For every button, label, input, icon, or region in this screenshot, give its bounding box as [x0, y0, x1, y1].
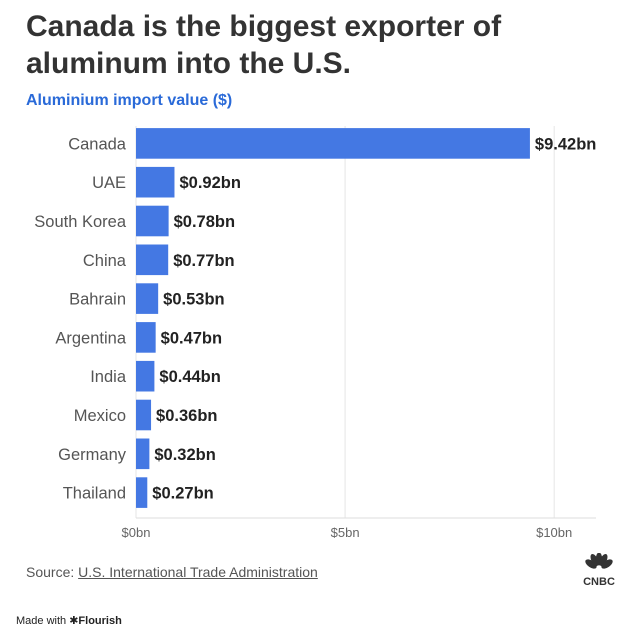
bar [136, 244, 169, 276]
bar [136, 205, 169, 237]
x-tick-label: $10bn [536, 525, 572, 538]
bar [136, 322, 156, 353]
bar-chart: Canada $9.42bn UAE $0.92bn South Korea $0.78b… [34, 126, 596, 538]
category-label: Germany [58, 446, 127, 464]
flourish-brand[interactable]: ✱Flourish [69, 615, 122, 627]
category-label: China [83, 252, 127, 270]
bar [136, 477, 148, 508]
data-label: $0.53bn [163, 291, 224, 309]
made-with-prefix: Made with [16, 615, 70, 627]
source-link[interactable]: U.S. International Trade Administration [78, 564, 318, 580]
chart-subtitle: Aluminium import value ($) [26, 92, 233, 109]
category-label: UAE [92, 174, 126, 192]
x-tick-label: $5bn [331, 525, 360, 538]
cnbc-logo: CNBC [579, 552, 619, 588]
x-axis: $0bn $5bn $10bn [122, 517, 596, 538]
category-label: Mexico [74, 407, 126, 425]
made-with-credit: Made with ✱Flourish [16, 614, 122, 627]
bar [136, 166, 175, 198]
category-label: India [90, 368, 127, 386]
data-label: $0.27bn [152, 485, 213, 503]
category-label: Canada [68, 135, 127, 153]
cnbc-logo-text: CNBC [583, 576, 615, 587]
source-note: Source: U.S. International Trade Adminis… [26, 564, 318, 580]
peacock-icon: CNBC [583, 552, 615, 588]
category-label: Argentina [55, 329, 126, 347]
bar [136, 438, 150, 470]
data-label: $0.44bn [159, 368, 220, 386]
bar [136, 399, 152, 431]
bar [136, 128, 530, 159]
chart-title: Canada is the biggest exporter of alumin… [26, 10, 502, 80]
category-label: South Korea [34, 213, 127, 231]
data-label: $0.78bn [174, 213, 235, 231]
labels-layer: Canada $9.42bn UAE $0.92bn South Korea $0.78b… [34, 135, 596, 502]
data-label: $0.36bn [156, 407, 217, 425]
data-label: $0.32bn [154, 446, 215, 464]
x-tick-label: $0bn [122, 525, 151, 538]
category-label: Bahrain [69, 291, 126, 309]
bar [136, 360, 155, 392]
category-label: Thailand [63, 485, 126, 503]
source-prefix: Source: [26, 564, 79, 580]
bars-layer [136, 128, 530, 508]
data-label: $9.42bn [535, 135, 596, 153]
bar [136, 283, 159, 314]
data-label: $0.47bn [161, 329, 222, 347]
data-label: $0.77bn [173, 252, 234, 270]
data-label: $0.92bn [179, 174, 240, 192]
